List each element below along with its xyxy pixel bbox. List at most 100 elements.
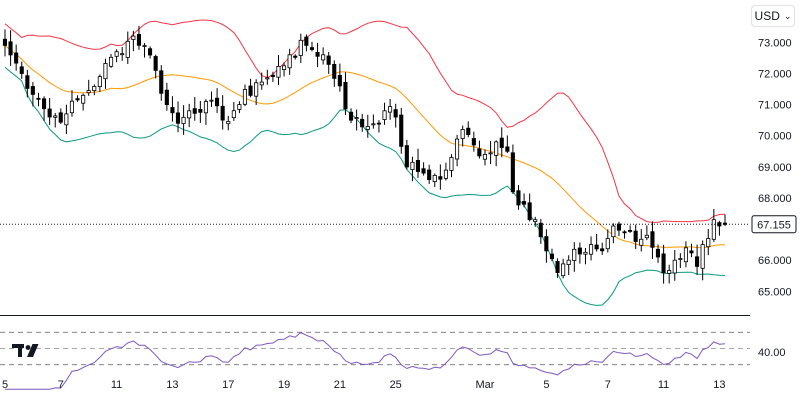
candle-body (589, 244, 594, 255)
candle-body (187, 110, 192, 119)
candle (628, 225, 633, 233)
candle-body (170, 107, 175, 114)
candle (376, 120, 381, 133)
candle (538, 218, 543, 244)
upper-band-line (4, 19, 726, 223)
current-price-label: 67.155 (757, 219, 791, 231)
candle (64, 104, 69, 135)
candle-body (427, 169, 432, 181)
candle-body (689, 250, 694, 254)
candle-body (611, 225, 616, 238)
time-tick-label: 19 (278, 379, 290, 391)
candle (81, 93, 86, 111)
candle (354, 109, 359, 131)
lower-band-line (4, 66, 726, 306)
candle (187, 103, 192, 128)
price-tick-label: 69.000 (758, 162, 792, 174)
candle (499, 127, 504, 158)
candle-body (97, 76, 102, 87)
candle-body (432, 174, 437, 182)
candle (427, 164, 432, 184)
candle (505, 135, 510, 154)
candle (522, 193, 527, 208)
candle-body (600, 248, 605, 252)
candle (572, 242, 577, 272)
candle-body (2, 38, 7, 46)
candle-body (209, 99, 214, 102)
candle-body (326, 55, 331, 65)
candle (577, 242, 582, 264)
candle-body (321, 54, 326, 61)
candle-body (287, 54, 292, 69)
candle-body (555, 260, 560, 273)
candle-body (360, 118, 365, 128)
candle-body (47, 108, 52, 118)
current-price-tag-bg (751, 215, 797, 234)
candle (516, 185, 521, 210)
candle-body (131, 35, 136, 40)
candle (605, 229, 610, 253)
candle (170, 96, 175, 122)
time-tick-label: 21 (334, 379, 346, 391)
candle-body (410, 161, 415, 171)
candle-body (678, 258, 683, 260)
basis-band-layer (4, 45, 726, 249)
candle-body (237, 104, 242, 110)
currency-select[interactable]: USD ⌄ (751, 5, 795, 27)
candle-body (466, 127, 471, 135)
candle (611, 223, 616, 244)
candle (14, 44, 19, 71)
price-tick-label: 73.000 (758, 37, 792, 49)
candle (365, 114, 370, 138)
candle-body (248, 85, 253, 96)
time-tick-label: 5 (2, 379, 8, 391)
candle (309, 41, 314, 52)
candle-body (628, 229, 633, 232)
candle (432, 173, 437, 188)
candle-body (25, 75, 30, 89)
candle-body (488, 152, 493, 155)
rsi-level-label: 40.00 (758, 347, 786, 359)
candle (672, 249, 677, 281)
candle-body (706, 238, 711, 248)
candle (561, 258, 566, 279)
candle (276, 55, 281, 85)
candle-body (343, 82, 348, 110)
candle-body (164, 89, 169, 105)
candle (304, 34, 309, 52)
candle (549, 248, 554, 262)
candle (270, 71, 275, 82)
candle-body (242, 89, 248, 105)
candle-body (655, 248, 660, 258)
candle-body (695, 256, 700, 267)
candle (53, 112, 58, 128)
candle (360, 113, 365, 132)
candle-body (393, 109, 398, 118)
candle (114, 49, 119, 63)
candle-body (231, 110, 236, 118)
candle-body (114, 51, 119, 57)
candle (214, 88, 220, 113)
candle-body (438, 176, 443, 180)
candle-body (175, 112, 181, 124)
candle (594, 233, 599, 252)
basis-line (4, 45, 726, 249)
candle-body (577, 247, 582, 255)
candle-body (672, 259, 677, 274)
candle-body (203, 101, 209, 114)
candle (477, 140, 482, 159)
candle-body (109, 56, 114, 67)
candle (589, 236, 594, 261)
candle (30, 82, 35, 107)
candle (175, 101, 181, 133)
candle-body (566, 259, 571, 266)
candle-body (30, 86, 35, 95)
candle (332, 60, 337, 87)
candle-body (700, 244, 705, 269)
candle (655, 244, 660, 263)
candle-body (159, 70, 164, 94)
candle-body (382, 110, 387, 121)
candle (689, 243, 694, 258)
candle (438, 164, 443, 190)
